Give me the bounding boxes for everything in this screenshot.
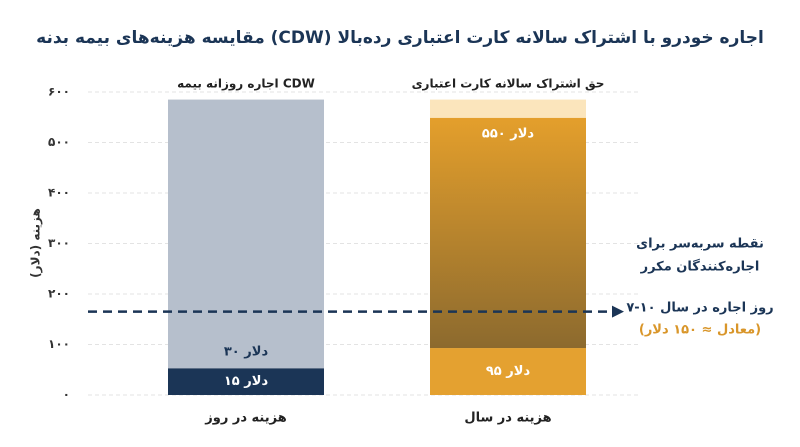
bar-header: حق اشتراک سالانه کارت اعتباری bbox=[412, 77, 605, 91]
y-tick-label: ۴۰۰ bbox=[48, 186, 70, 200]
y-tick-label: ۵۰۰ bbox=[48, 135, 70, 149]
y-tick-label: ۲۰۰ bbox=[48, 287, 70, 301]
annotation: (معادل ≈ ۱۵۰ دلار) bbox=[639, 323, 761, 338]
bar-segment bbox=[430, 99, 586, 118]
annotation: اجاره‌کنندگان مکرر bbox=[640, 259, 760, 275]
bar-header: اجاره روزانه بیمه CDW bbox=[177, 77, 315, 92]
bar-segment bbox=[430, 348, 586, 395]
annotation: ۷-۱۰ روز اجاره در سال bbox=[626, 301, 773, 316]
y-tick-label: ۳۰۰ bbox=[48, 236, 70, 250]
chart-title: مقایسه هزینه‌های بیمه بدنه (CDW) اجاره خ… bbox=[36, 28, 764, 48]
annotation: نقطه سربه‌سر برای bbox=[636, 237, 764, 252]
y-tick-label: ۰ bbox=[63, 388, 70, 402]
bar-segment bbox=[168, 99, 324, 369]
y-tick-label: ۱۰۰ bbox=[48, 337, 70, 351]
y-axis-label: هزینه (دلار) bbox=[29, 208, 43, 278]
x-tick-label: هزینه در روز bbox=[204, 411, 286, 426]
bar-segment bbox=[430, 117, 586, 349]
segment-label: ۳۰ دلار bbox=[224, 345, 269, 360]
segment-label: ۱۵ دلار bbox=[224, 374, 269, 389]
x-tick-label: هزینه در سال bbox=[464, 411, 551, 426]
segment-label: ۹۵ دلار bbox=[486, 364, 531, 379]
arrow-head bbox=[612, 305, 624, 318]
y-tick-label: ۶۰۰ bbox=[48, 85, 70, 99]
bar-segment bbox=[168, 368, 324, 395]
segment-label: ۵۵۰ دلار bbox=[482, 126, 535, 141]
